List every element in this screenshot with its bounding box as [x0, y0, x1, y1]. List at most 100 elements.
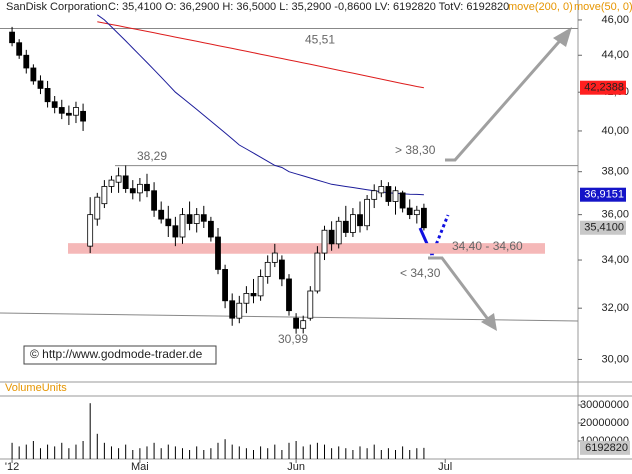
candle-body: [342, 220, 349, 233]
candle-body: [314, 252, 321, 292]
candle-body: [165, 218, 172, 227]
level-label: 45,51: [305, 33, 335, 47]
candle-body: [193, 214, 200, 224]
volume-bar: [89, 403, 91, 459]
volume-bar: [181, 448, 183, 459]
volume-bar: [366, 448, 368, 459]
candle-body: [73, 107, 79, 116]
copyright-box: [23, 345, 217, 365]
volume-bar: [423, 447, 425, 459]
volume-bar: [153, 442, 155, 459]
volume-bar: [252, 450, 254, 459]
candle-body: [207, 220, 214, 238]
y-tick-label: 44,00: [601, 49, 629, 61]
volume-bar: [203, 450, 205, 459]
volume-bar: [196, 446, 198, 459]
candle-body: [108, 179, 115, 187]
header: SanDisk Corporation C: 35,4100 O: 36,290…: [6, 1, 632, 13]
volume-tag-label: 6192820: [585, 442, 628, 454]
candle-body: [357, 214, 363, 227]
legend-entry: move(50, 0): [574, 1, 632, 13]
volume-bar: [68, 448, 70, 459]
candle-body: [44, 88, 51, 103]
candle-body: [65, 112, 72, 116]
price-tag: [580, 80, 626, 95]
volume-bar: [274, 444, 276, 459]
y-tick-label: 30,00: [601, 353, 629, 365]
price-tag-label: 42,2388: [584, 82, 624, 94]
candle-body: [58, 107, 65, 114]
candle-body: [278, 259, 285, 280]
candle-body: [293, 317, 300, 329]
volume-bar: [338, 446, 340, 459]
candle-body: [264, 261, 271, 277]
volume-bar: [245, 448, 247, 459]
legend-entry: move(200, 0): [508, 1, 573, 13]
candle-body: [222, 269, 228, 302]
candle-body: [151, 190, 157, 211]
candle-body: [23, 54, 30, 69]
volume-bar: [238, 446, 240, 459]
candle-body: [200, 214, 207, 222]
volume-bar: [32, 441, 34, 459]
candle-body: [215, 236, 221, 270]
volume-bar: [359, 446, 361, 459]
volume-bar: [373, 444, 375, 459]
volume-bar: [189, 450, 191, 459]
copyright: © http://www.godmode-trader.de: [30, 347, 203, 361]
price-tag-label: 36,9151: [584, 189, 624, 201]
volume-bar: [47, 444, 49, 459]
panel-title: VolumeUnits: [5, 382, 67, 394]
candle-body: [51, 101, 58, 108]
price-tag: [580, 220, 626, 235]
candle-body: [271, 252, 278, 263]
candle-body: [392, 190, 399, 202]
candle-body: [307, 290, 314, 319]
candle-body: [371, 190, 378, 200]
candle-body: [179, 214, 186, 238]
candle-body: [158, 209, 165, 220]
candle-body: [421, 207, 427, 229]
volume-bar: [75, 444, 77, 459]
volume-bar: [224, 439, 226, 459]
volume-bar: [302, 446, 304, 459]
candle-body: [37, 80, 44, 89]
volume-bar: [295, 441, 297, 459]
price-tag: [580, 187, 626, 202]
candle-body: [413, 209, 420, 216]
volume-bar: [167, 444, 169, 459]
level-label: 38,29: [137, 149, 167, 163]
volume-bar: [402, 446, 404, 459]
volume-bar: [103, 442, 105, 459]
y-tick-label: 46,00: [601, 14, 629, 26]
candle-body: [30, 67, 37, 82]
volume-bar: [416, 448, 418, 459]
candle-body: [236, 302, 243, 319]
volume-bar: [54, 446, 56, 459]
candle-body: [300, 320, 307, 329]
volume-bar: [352, 450, 354, 459]
volume-bar: [146, 446, 148, 459]
volume-bar: [61, 442, 63, 459]
candle-body: [406, 207, 413, 216]
trend-line: [0, 312, 579, 322]
x-tick-label: Mai: [131, 461, 149, 473]
volume-bar: [132, 450, 134, 459]
candle-body: [94, 196, 101, 220]
candle-body: [80, 110, 86, 122]
y-tick-label: 36,00: [601, 209, 629, 221]
volume-bar: [96, 433, 98, 459]
candle-body: [115, 175, 122, 183]
volume-bar: [110, 446, 112, 459]
chart-title: SanDisk Corporation: [6, 1, 108, 13]
candle-body: [399, 192, 406, 209]
volume-bar: [288, 442, 290, 459]
volume-tag: [580, 440, 630, 455]
support-band: [68, 243, 545, 254]
candle-body: [122, 175, 129, 189]
volume-bar: [11, 442, 13, 459]
volume-bar: [160, 448, 162, 459]
candle-body: [350, 214, 356, 233]
